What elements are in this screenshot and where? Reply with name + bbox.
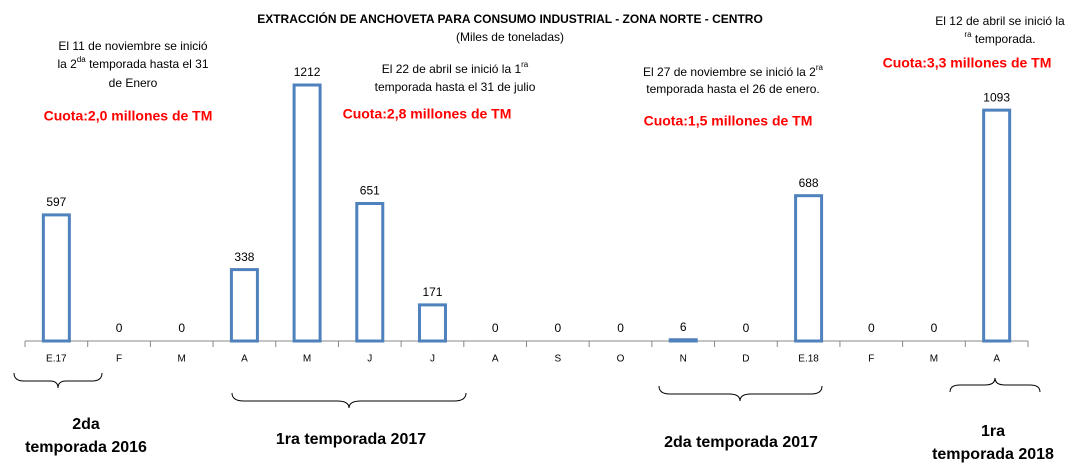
x-tick-label: O: [617, 354, 625, 365]
x-tick-label: A: [241, 354, 248, 365]
bar: [794, 194, 824, 343]
bar: [41, 213, 71, 343]
brace: [949, 377, 1041, 393]
value-label: 0: [492, 321, 499, 335]
quota: Cuota:2,0 millones de TM: [44, 108, 213, 124]
x-tick-label: M: [930, 354, 938, 365]
bar: [229, 268, 259, 343]
superscript: ra: [521, 60, 529, 69]
quota: Cuota:3,3 millones de TM: [883, 55, 1052, 71]
value-label: 688: [799, 176, 819, 190]
period-label: temporada 2016: [25, 439, 147, 456]
annotation-text: la 2: [57, 57, 77, 71]
annotation: temporada hasta el 26 de enero.: [646, 82, 819, 96]
value-label: 0: [868, 321, 875, 335]
brace: [231, 392, 467, 409]
x-tick-label: D: [742, 354, 749, 365]
x-tick-label: J: [367, 354, 372, 365]
annotation: El 12 de abril se inició la: [935, 14, 1065, 28]
value-label: 0: [178, 321, 185, 335]
annotation: ra temporada.: [964, 30, 1035, 46]
period-label: 2da: [72, 416, 100, 433]
x-tick-label: F: [116, 354, 122, 365]
x-tick-label: E.18: [798, 354, 819, 365]
annotation-text: temporada.: [972, 32, 1036, 46]
annotation: El 22 de abril se inició la 1ra: [382, 60, 529, 76]
value-label: 651: [360, 184, 380, 198]
annotation: temporada hasta el 31 de julio: [375, 80, 536, 94]
annotation: El 11 de noviembre se inició: [58, 39, 208, 53]
x-tick-label: F: [868, 354, 874, 365]
annotation-text: de Enero: [109, 76, 158, 90]
value-label: 0: [617, 321, 624, 335]
bar: [355, 201, 385, 343]
annotation: de Enero: [109, 76, 158, 90]
value-label: 0: [931, 321, 938, 335]
x-tick-label: A: [492, 354, 499, 365]
superscript: ra: [964, 30, 972, 39]
superscript: ra: [816, 63, 824, 72]
x-tick-label: N: [680, 354, 687, 365]
value-label: 338: [234, 250, 254, 264]
x-tick-label: M: [303, 354, 311, 365]
value-label: 597: [46, 195, 66, 209]
value-label: 0: [743, 321, 750, 335]
bar: [417, 303, 447, 343]
bar: [982, 108, 1012, 343]
brace: [658, 385, 823, 402]
x-tick-label: J: [430, 354, 435, 365]
quota: Cuota:2,8 millones de TM: [343, 106, 512, 122]
x-tick-label: A: [993, 354, 1000, 365]
annotation-text: temporada hasta el 31: [86, 57, 209, 71]
chart-subtitle: (Miles de toneladas): [456, 30, 564, 44]
period-label: 1ra temporada 2017: [276, 431, 426, 448]
value-label: 1212: [294, 65, 321, 79]
annotation-text: El 11 de noviembre se inició: [58, 39, 208, 53]
value-label: 6: [680, 320, 687, 334]
value-label: 171: [422, 285, 442, 299]
value-label: 0: [555, 321, 562, 335]
x-tick-label: M: [178, 354, 186, 365]
annotation-text: El 22 de abril se inició la 1: [382, 62, 522, 76]
bar: [668, 338, 698, 343]
x-tick-label: S: [555, 354, 562, 365]
quota: Cuota:1,5 millones de TM: [644, 113, 813, 129]
value-label: 0: [116, 321, 123, 335]
period-label: 1ra: [981, 423, 1005, 440]
superscript: da: [77, 55, 86, 64]
annotation-text: El 27 de noviembre se inició la 2: [643, 65, 816, 79]
period-label: 2da temporada 2017: [664, 434, 818, 451]
annotation: la 2da temporada hasta el 31: [57, 55, 208, 71]
annotation: El 27 de noviembre se inició la 2ra: [643, 63, 823, 79]
chart-title: EXTRACCIÓN DE ANCHOVETA PARA CONSUMO IND…: [257, 11, 763, 26]
x-tick-label: E.17: [46, 354, 67, 365]
annotation-text: temporada hasta el 31 de julio: [375, 80, 536, 94]
period-label: temporada 2018: [932, 446, 1054, 463]
annotation-text: temporada hasta el 26 de enero.: [646, 82, 819, 96]
bar: [292, 83, 322, 343]
annotation-text: El 12 de abril se inició la: [935, 14, 1065, 28]
value-label: 1093: [983, 90, 1010, 104]
brace: [13, 372, 103, 389]
